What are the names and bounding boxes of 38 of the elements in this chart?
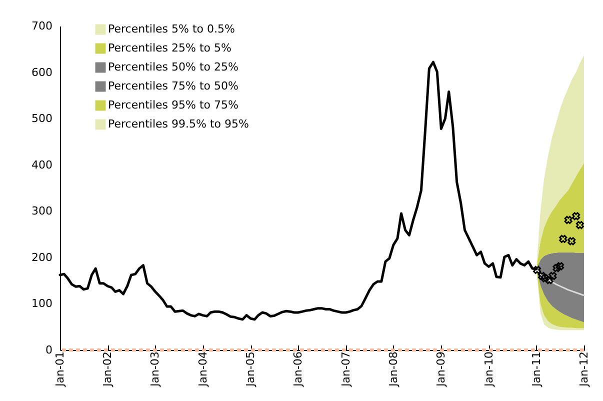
point — [559, 234, 568, 243]
y-tick-label: 500 — [32, 112, 52, 126]
y-tick-label: 600 — [32, 66, 52, 79]
x-tick-label: Jan-03 — [148, 352, 162, 388]
x-tick-label: Jan-02 — [101, 352, 114, 388]
x-tick-label: Jan-05 — [244, 352, 258, 388]
point — [533, 266, 542, 274]
legend-label: Percentiles 75% to 50% — [108, 80, 238, 92]
legend-label: Percentiles 5% to 0.5% — [108, 22, 235, 36]
y-tick-label: 700 — [32, 20, 52, 32]
point — [564, 216, 572, 224]
x-tick-label: Jan-10 — [482, 352, 496, 388]
point — [545, 276, 554, 284]
x-tick-label: Jan-06 — [292, 352, 305, 388]
point — [552, 264, 561, 272]
point — [540, 274, 550, 282]
legend-label: Percentiles 25% to 5% — [108, 42, 232, 54]
x-tick-label: Jan-01 — [54, 352, 66, 388]
x-tick-label: Jan-04 — [196, 352, 210, 388]
point — [556, 262, 564, 270]
legend-label: Percentiles 50% to 25% — [108, 60, 238, 74]
point — [576, 221, 584, 230]
point — [572, 212, 580, 220]
y-tick-label: 0 — [46, 344, 52, 356]
x-tick-label: Jan-12 — [578, 352, 590, 388]
legend-label: Percentiles 99.5% to 95% — [108, 118, 249, 130]
y-tick-label: 400 — [32, 158, 52, 172]
y-tick-label: 200 — [32, 250, 52, 264]
x-tick-label: Jan-08 — [386, 352, 400, 388]
y-tick-label: 300 — [32, 204, 52, 218]
point — [538, 272, 546, 280]
x-tick-label: Jan-07 — [339, 352, 352, 388]
point — [548, 272, 557, 280]
x-tick-label: Jan-11 — [530, 352, 543, 388]
legend-label: Percentiles 95% to 75% — [108, 98, 238, 112]
x-tick-label: Jan-09 — [434, 352, 448, 388]
point — [568, 237, 576, 246]
y-tick-label: 100 — [32, 297, 52, 310]
